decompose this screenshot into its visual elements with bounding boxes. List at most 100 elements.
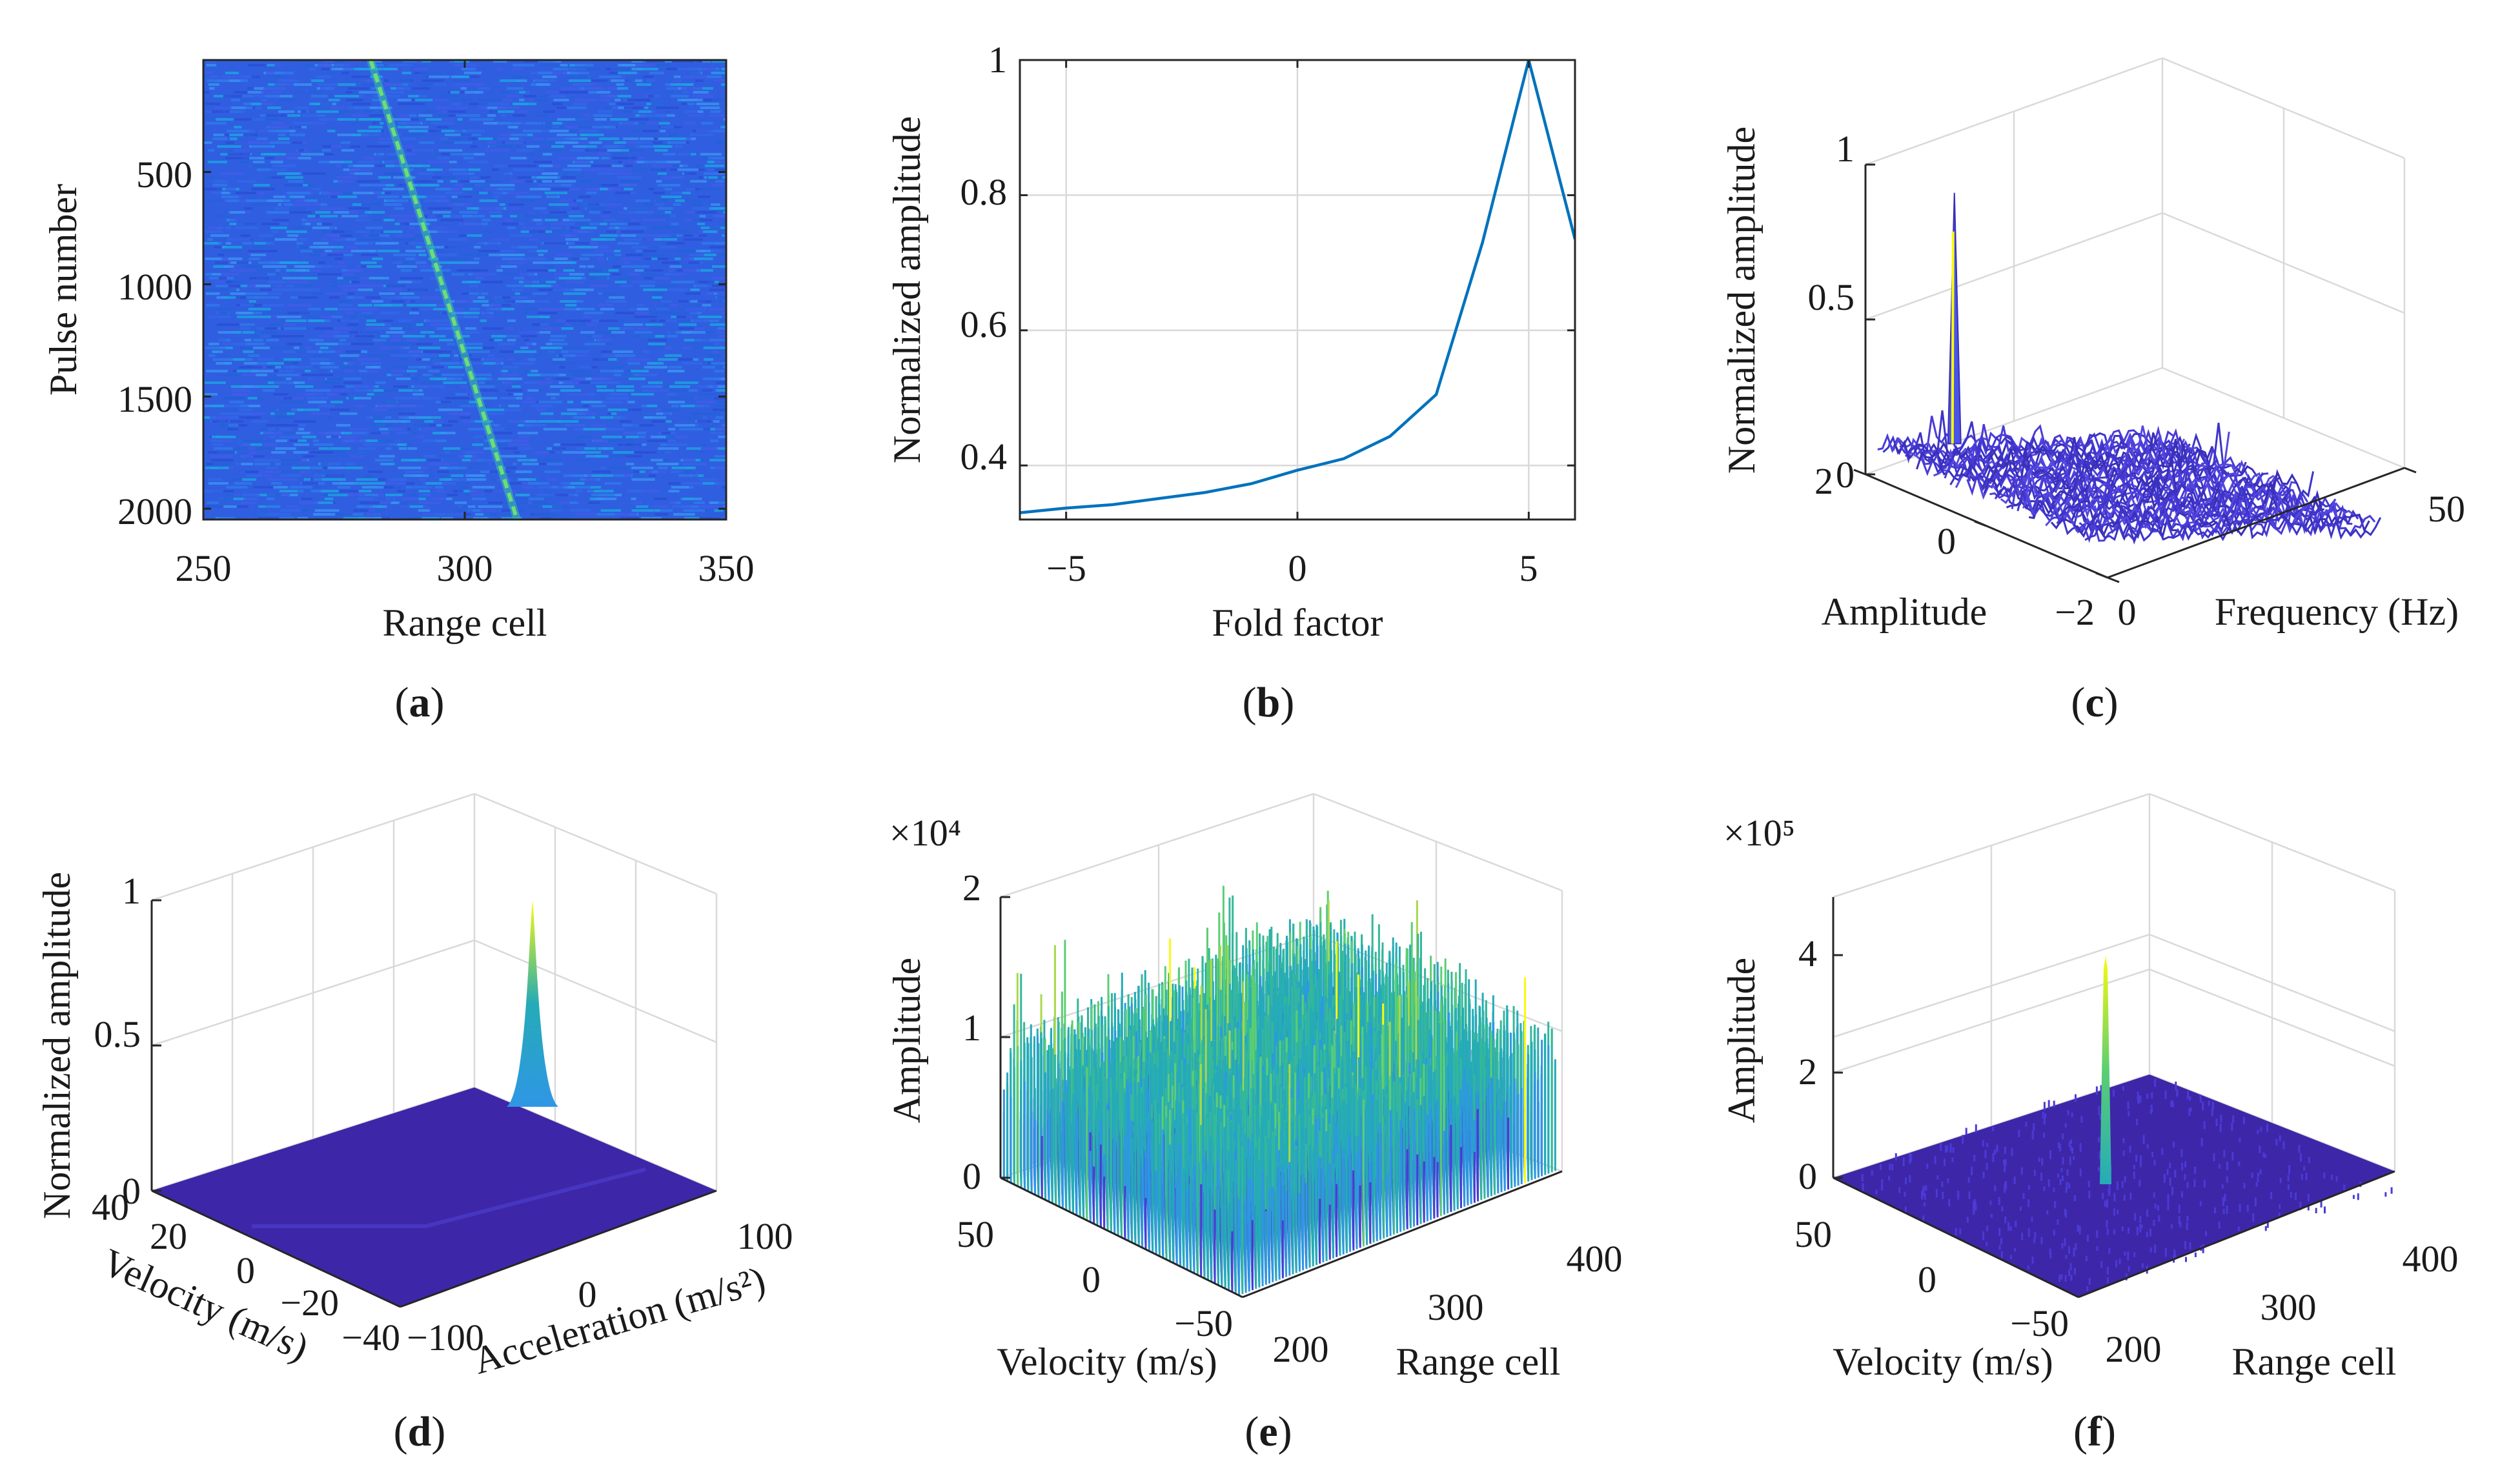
noise-cell <box>208 482 229 485</box>
noise-cell <box>587 141 602 144</box>
noise-cell <box>230 358 245 361</box>
noise-cell <box>507 87 524 90</box>
noise-cell <box>205 467 229 469</box>
noise-cell <box>212 358 234 361</box>
noise-cell <box>242 331 262 334</box>
noise-cell <box>216 215 228 217</box>
noise-cell <box>478 207 503 210</box>
noise-cell <box>357 161 381 163</box>
noise-cell <box>613 416 626 419</box>
noise-cell <box>272 165 296 167</box>
noise-cell <box>330 409 350 411</box>
noise-cell <box>343 362 351 365</box>
noise-cell <box>578 130 598 132</box>
noise-cell <box>678 323 697 326</box>
noise-cell <box>576 412 587 415</box>
noise-cell <box>287 234 298 237</box>
noise-cell <box>611 273 621 276</box>
noise-cell <box>247 91 264 94</box>
noise-cell <box>617 176 642 179</box>
noise-cell <box>602 292 617 295</box>
noise-cell <box>700 153 722 156</box>
noise-cell <box>252 203 278 206</box>
noise-cell <box>553 122 562 125</box>
noise-cell <box>290 486 315 489</box>
noise-cell <box>603 219 616 221</box>
noise-cell <box>533 219 542 221</box>
noise-cell <box>480 319 487 322</box>
noise-cell <box>496 269 503 272</box>
noise-cell <box>680 405 695 407</box>
noise-cell <box>400 269 412 272</box>
noise-cell <box>549 130 569 132</box>
noise-cell <box>398 412 416 415</box>
noise-cell <box>696 103 719 105</box>
noise-cell <box>311 265 333 268</box>
noise-cell <box>309 350 319 353</box>
noise-cell <box>591 405 606 407</box>
noise-cell <box>558 381 565 384</box>
noise-cell <box>369 106 392 109</box>
noise-cell <box>241 447 256 450</box>
noise-cell <box>324 498 334 500</box>
noise-cell <box>247 397 258 399</box>
noise-cell <box>563 292 586 295</box>
noise-cell <box>392 238 416 241</box>
noise-cell <box>671 501 681 504</box>
noise-cell <box>522 227 547 229</box>
noise-cell <box>633 335 655 338</box>
noise-cell <box>587 490 600 492</box>
noise-cell <box>715 455 726 458</box>
noise-cell <box>681 192 691 194</box>
noise-cell <box>526 269 550 272</box>
noise-cell <box>684 517 700 520</box>
noise-cell <box>478 87 491 90</box>
noise-cell <box>700 106 720 109</box>
noise-cell <box>279 223 289 225</box>
noise-cell <box>421 180 438 183</box>
noise-cell <box>599 319 618 322</box>
noise-cell <box>383 188 404 190</box>
noise-cell <box>380 304 403 307</box>
noise-cell <box>385 494 403 496</box>
noise-cell <box>499 203 505 206</box>
noise-cell <box>372 122 380 125</box>
noise-cell <box>624 168 647 171</box>
noise-cell <box>642 114 667 117</box>
noise-cell <box>491 184 515 187</box>
noise-cell <box>625 463 635 465</box>
noise-cell <box>616 83 624 86</box>
noise-cell <box>436 327 456 330</box>
noise-cell <box>673 203 681 206</box>
noise-cell <box>254 459 270 461</box>
noise-cell <box>448 238 468 241</box>
noise-cell <box>631 184 638 187</box>
noise-cell <box>553 443 560 446</box>
noise-cell <box>287 505 299 508</box>
noise-cell <box>514 451 520 454</box>
noise-cell <box>339 339 346 341</box>
noise-cell <box>371 300 383 303</box>
noise-cell <box>516 149 534 152</box>
noise-cell <box>533 180 552 183</box>
noise-cell <box>409 269 417 272</box>
noise-cell <box>667 439 676 442</box>
noise-cell <box>553 308 576 310</box>
noise-cell <box>244 285 259 287</box>
noise-cell <box>297 517 308 520</box>
noise-cell <box>360 331 380 334</box>
noise-cell <box>311 95 328 97</box>
noise-cell <box>453 331 475 334</box>
noise-cell <box>295 350 307 353</box>
noise-cell <box>419 118 442 121</box>
noise-cell <box>472 486 495 489</box>
noise-cell <box>407 122 418 125</box>
noise-cell <box>700 219 713 221</box>
noise-cell <box>648 343 666 345</box>
noise-cell <box>651 257 658 260</box>
noise-cell <box>271 122 285 125</box>
noise-cell <box>628 118 649 121</box>
noise-cell <box>500 79 521 82</box>
noise-cell <box>514 292 520 295</box>
noise-cell <box>270 141 290 144</box>
